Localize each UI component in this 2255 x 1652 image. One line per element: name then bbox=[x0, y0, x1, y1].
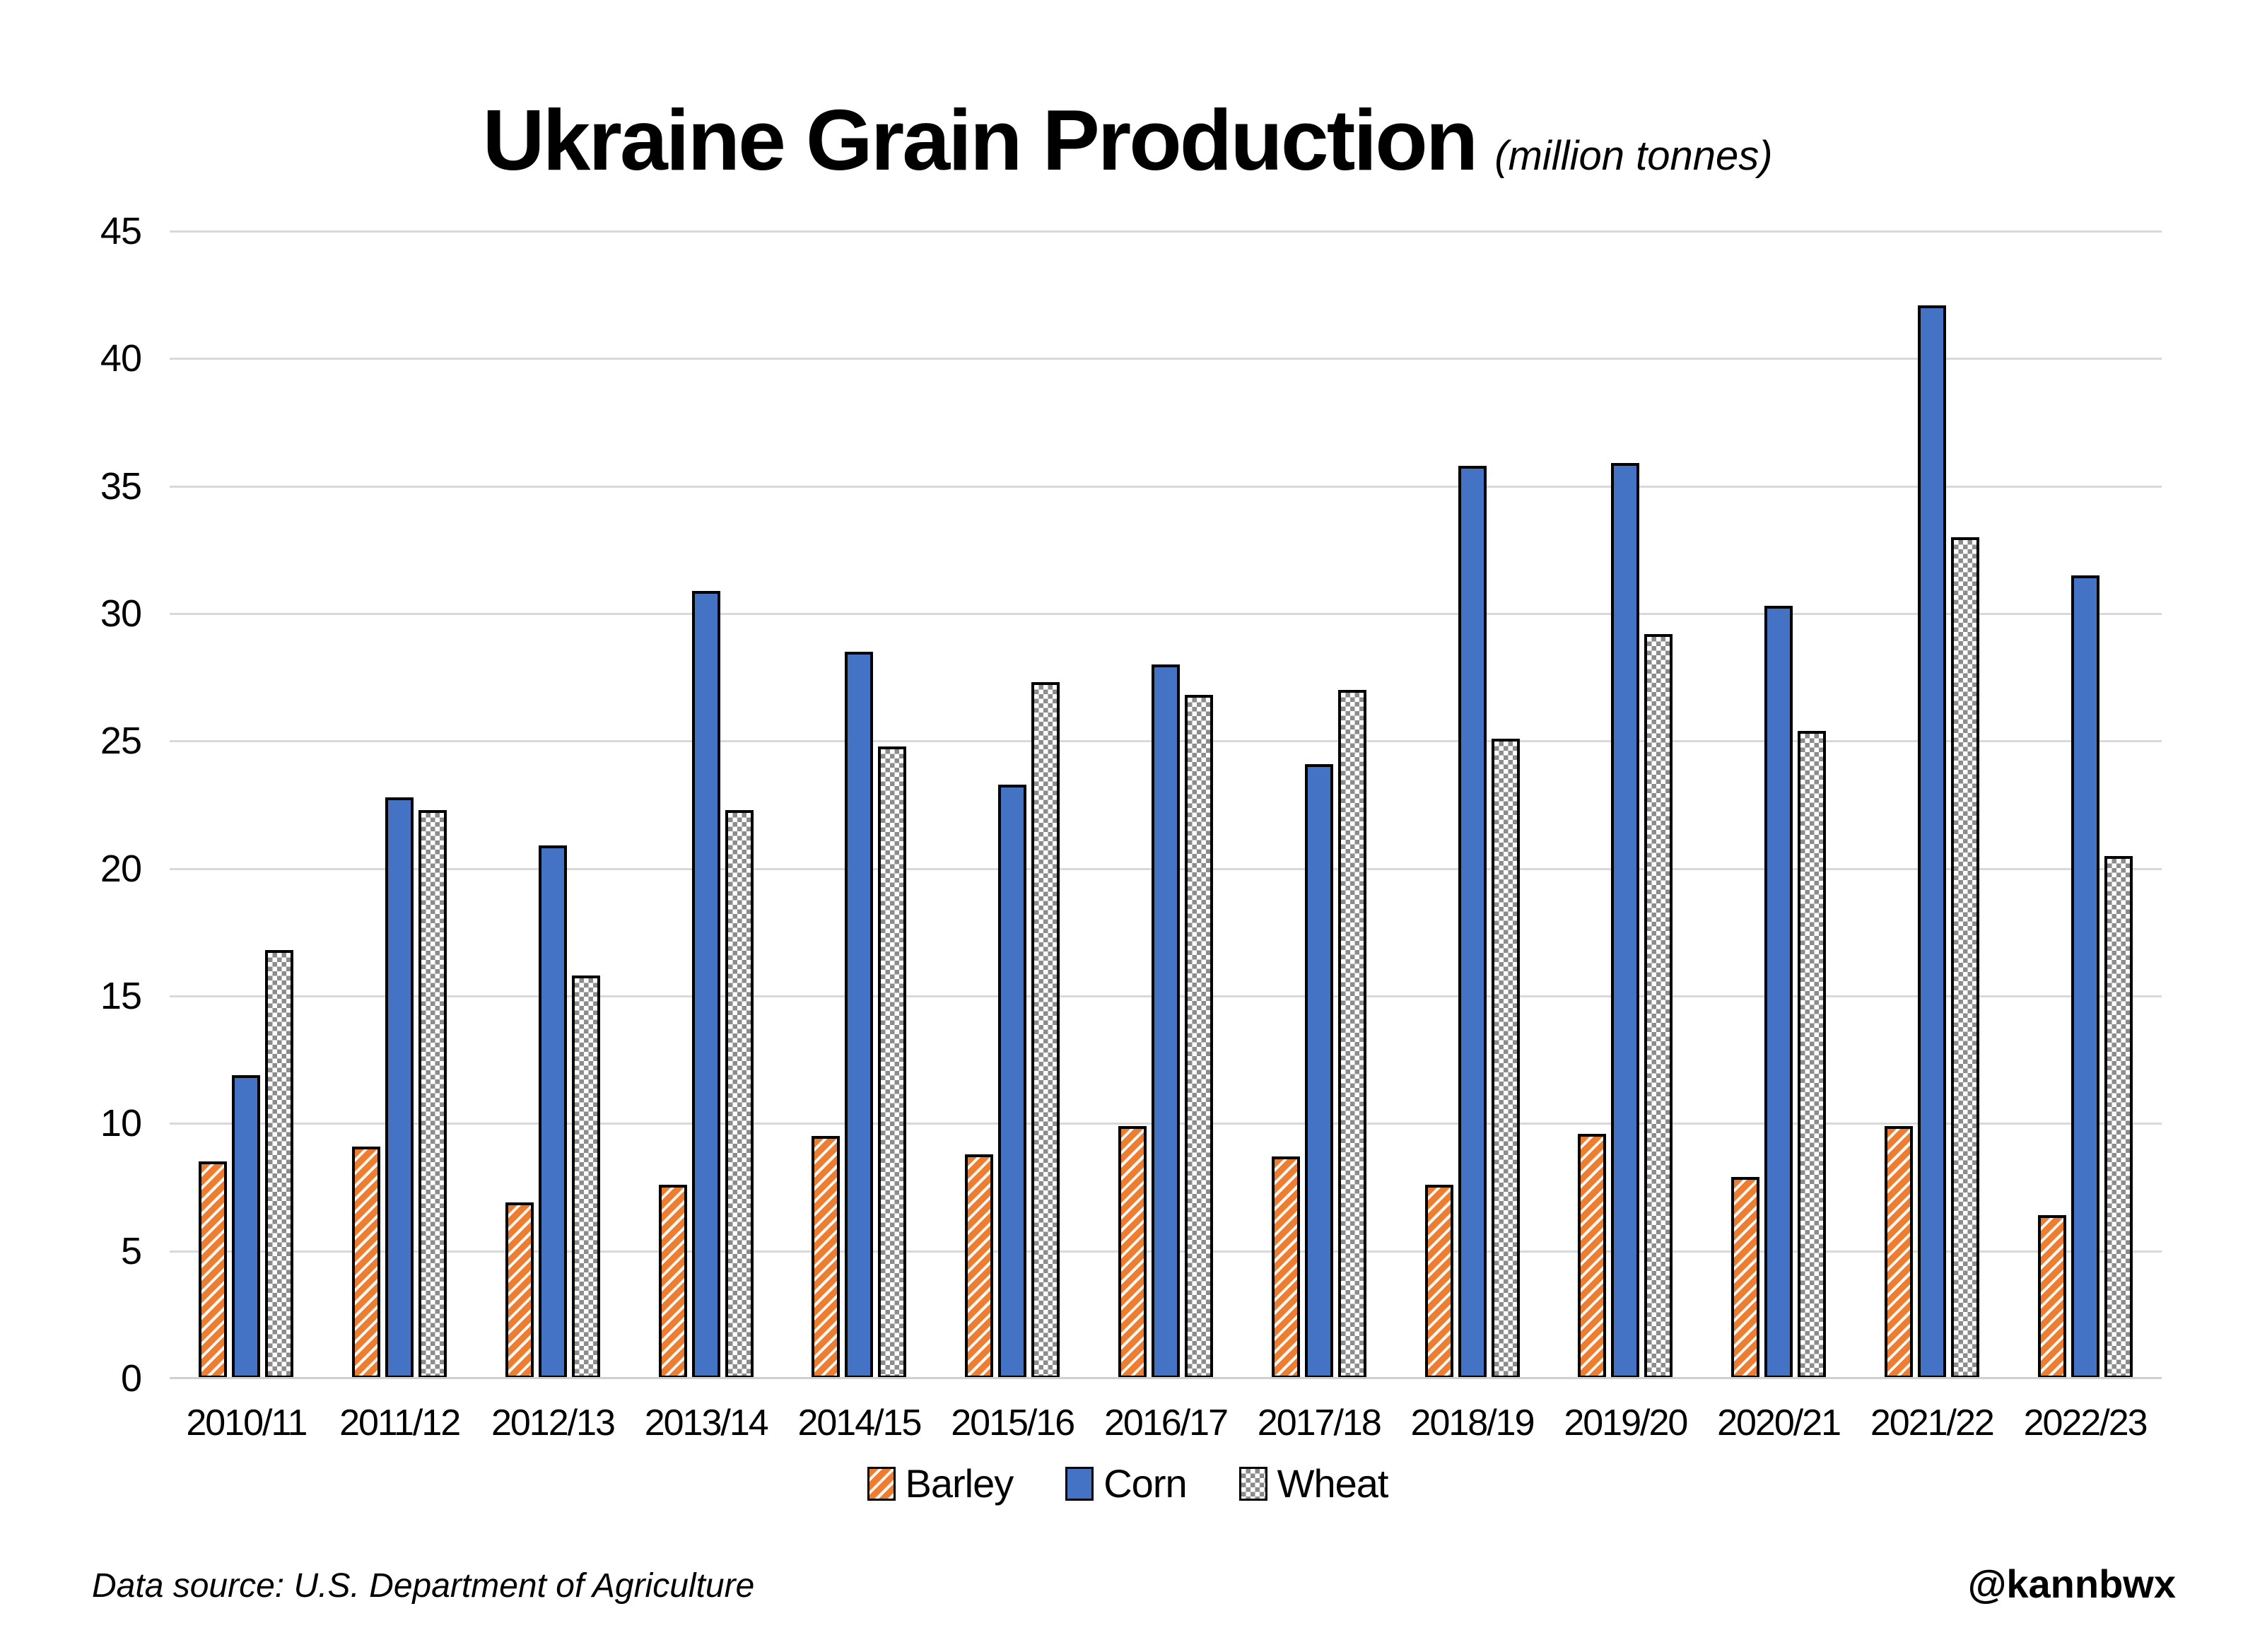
y-tick-label-20: 20 bbox=[100, 847, 142, 890]
gridline-30 bbox=[170, 613, 2162, 615]
bar-wheat-2014/15 bbox=[878, 746, 907, 1378]
bar-wheat-2018/19 bbox=[1491, 738, 1520, 1378]
y-axis-labels: 0 5 10 15 20 25 30 35 40 45 bbox=[0, 211, 142, 1398]
bar-group-2019/20 bbox=[1549, 231, 1702, 1378]
bar-corn-2014/15 bbox=[845, 652, 874, 1378]
x-tick-label-2017/18: 2017/18 bbox=[1257, 1402, 1382, 1443]
x-tick-label-2016/17: 2016/17 bbox=[1104, 1402, 1229, 1443]
bar-group-2021/22 bbox=[1855, 231, 2008, 1378]
bar-corn-2017/18 bbox=[1304, 763, 1333, 1378]
bar-barley-2011/12 bbox=[352, 1146, 381, 1378]
bar-barley-2018/19 bbox=[1424, 1184, 1453, 1378]
x-tick-label-2010/11: 2010/11 bbox=[186, 1402, 308, 1443]
bar-corn-2020/21 bbox=[1764, 606, 1793, 1378]
bar-corn-2011/12 bbox=[385, 797, 414, 1378]
y-tick-label-25: 25 bbox=[100, 720, 142, 763]
bar-corn-2019/20 bbox=[1611, 463, 1640, 1378]
legend: Barley Corn Wheat bbox=[0, 1460, 2255, 1506]
bar-corn-2013/14 bbox=[691, 590, 720, 1378]
bar-wheat-2021/22 bbox=[1950, 537, 1979, 1378]
y-tick-label-5: 5 bbox=[120, 1229, 142, 1272]
bar-group-2022/23 bbox=[2008, 231, 2162, 1378]
bar-wheat-2012/13 bbox=[571, 976, 600, 1378]
x-tick-label-2014/15: 2014/15 bbox=[797, 1402, 922, 1443]
legend-swatch-barley-icon bbox=[867, 1466, 896, 1501]
bar-group-2018/19 bbox=[1395, 231, 1549, 1378]
x-tick-label-2019/20: 2019/20 bbox=[1564, 1402, 1688, 1443]
x-tick-label-2012/13: 2012/13 bbox=[491, 1402, 616, 1443]
x-axis-line bbox=[170, 1377, 2162, 1379]
bar-group-2012/13 bbox=[476, 231, 630, 1378]
y-tick-label-30: 30 bbox=[100, 592, 142, 635]
bar-group-2013/14 bbox=[629, 231, 783, 1378]
bar-barley-2019/20 bbox=[1578, 1133, 1607, 1378]
bar-group-2017/18 bbox=[1242, 231, 1395, 1378]
bar-barley-2014/15 bbox=[812, 1136, 840, 1378]
bar-wheat-2016/17 bbox=[1184, 695, 1213, 1378]
bar-corn-2022/23 bbox=[2070, 575, 2099, 1378]
bar-corn-2021/22 bbox=[1917, 305, 1946, 1378]
y-tick-label-0: 0 bbox=[120, 1357, 142, 1400]
plot-area bbox=[170, 230, 2162, 1379]
y-tick-label-45: 45 bbox=[100, 210, 142, 252]
gridline-40 bbox=[170, 358, 2162, 361]
legend-label-wheat: Wheat bbox=[1277, 1461, 1389, 1506]
x-tick-label-2015/16: 2015/16 bbox=[951, 1402, 1075, 1443]
author-credit: @kannbwx bbox=[1967, 1562, 2176, 1606]
bar-corn-2010/11 bbox=[232, 1074, 261, 1378]
legend-item-corn: Corn bbox=[1065, 1460, 1188, 1506]
bar-wheat-2011/12 bbox=[418, 809, 447, 1378]
bar-group-2015/16 bbox=[936, 231, 1089, 1378]
bar-barley-2013/14 bbox=[658, 1184, 687, 1378]
legend-label-barley: Barley bbox=[905, 1461, 1014, 1506]
x-axis-labels: 2010/11 2011/12 2012/13 2013/14 2014/15 2015/… bbox=[170, 1402, 2162, 1451]
bar-group-2010/11 bbox=[170, 231, 323, 1378]
chart-subtitle: (million tonnes) bbox=[1494, 133, 1773, 179]
x-tick-label-2022/23: 2022/23 bbox=[2023, 1402, 2148, 1443]
bar-group-2016/17 bbox=[1089, 231, 1243, 1378]
bar-corn-2018/19 bbox=[1458, 465, 1487, 1378]
bar-wheat-2017/18 bbox=[1337, 690, 1366, 1378]
chart-title: Ukraine Grain Production bbox=[482, 92, 1478, 188]
bar-barley-2021/22 bbox=[1884, 1125, 1913, 1378]
bar-barley-2012/13 bbox=[505, 1202, 534, 1378]
bar-wheat-2022/23 bbox=[2104, 855, 2133, 1378]
x-tick-label-2021/22: 2021/22 bbox=[1870, 1402, 1995, 1443]
bar-group-2011/12 bbox=[323, 231, 476, 1378]
bar-group-2014/15 bbox=[783, 231, 936, 1378]
y-tick-label-35: 35 bbox=[100, 464, 142, 508]
bar-barley-2022/23 bbox=[2037, 1215, 2066, 1378]
bar-barley-2020/21 bbox=[1731, 1177, 1760, 1378]
y-tick-label-10: 10 bbox=[100, 1102, 142, 1145]
gridline-35 bbox=[170, 485, 2162, 488]
bar-wheat-2015/16 bbox=[1031, 682, 1060, 1378]
chart-title-row: Ukraine Grain Production (million tonnes) bbox=[0, 90, 2255, 189]
data-source-note: Data source: U.S. Department of Agricult… bbox=[92, 1567, 755, 1605]
x-tick-label-2018/19: 2018/19 bbox=[1410, 1402, 1535, 1443]
bar-corn-2016/17 bbox=[1151, 664, 1180, 1378]
legend-swatch-corn-icon bbox=[1065, 1466, 1094, 1501]
bar-wheat-2019/20 bbox=[1644, 633, 1673, 1378]
x-tick-label-2011/12: 2011/12 bbox=[339, 1402, 461, 1443]
bar-barley-2015/16 bbox=[965, 1154, 994, 1378]
x-tick-label-2013/14: 2013/14 bbox=[644, 1402, 769, 1443]
bar-corn-2015/16 bbox=[998, 784, 1027, 1378]
x-tick-label-2020/21: 2020/21 bbox=[1717, 1402, 1841, 1443]
bar-group-2020/21 bbox=[1702, 231, 1856, 1378]
bar-wheat-2010/11 bbox=[265, 950, 294, 1378]
y-tick-label-40: 40 bbox=[100, 337, 142, 380]
bar-corn-2012/13 bbox=[538, 845, 567, 1378]
gridline-45 bbox=[170, 230, 2162, 233]
legend-item-barley: Barley bbox=[867, 1460, 1014, 1506]
bar-wheat-2013/14 bbox=[725, 809, 754, 1378]
bar-barley-2016/17 bbox=[1118, 1125, 1147, 1378]
bar-barley-2010/11 bbox=[199, 1161, 228, 1378]
bar-barley-2017/18 bbox=[1271, 1156, 1300, 1378]
legend-item-wheat: Wheat bbox=[1238, 1460, 1389, 1506]
legend-swatch-wheat-icon bbox=[1238, 1466, 1267, 1501]
legend-label-corn: Corn bbox=[1103, 1461, 1187, 1506]
bar-wheat-2020/21 bbox=[1798, 730, 1827, 1378]
y-tick-label-15: 15 bbox=[100, 975, 142, 1017]
